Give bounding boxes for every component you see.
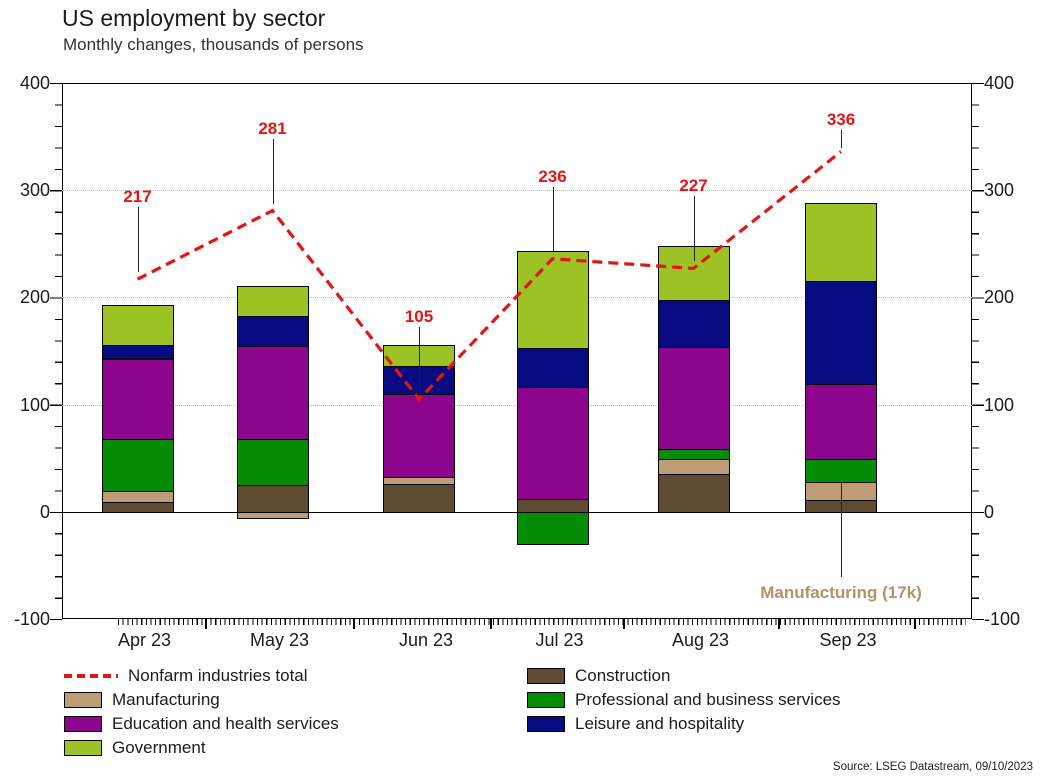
line-value-label: 236 xyxy=(538,166,567,186)
x-major-tick xyxy=(490,619,492,629)
annotation-pointer-line xyxy=(272,138,274,204)
bar-segment-education xyxy=(516,387,589,500)
line-value-label: 217 xyxy=(123,187,152,207)
x-tick-label: Sep 23 xyxy=(819,630,877,650)
legend-dashed-line-swatch xyxy=(64,674,118,678)
bar-segment-professional xyxy=(101,438,174,493)
annotation-pointer-line xyxy=(552,186,554,252)
legend-item-construction: Construction xyxy=(527,664,670,688)
legend-color-swatch xyxy=(527,692,565,708)
annotation-pointer-line xyxy=(419,327,421,393)
x-major-tick xyxy=(205,619,207,629)
x-major-tick xyxy=(353,619,355,629)
y-tick-label: 200 xyxy=(19,287,50,308)
legend-label: Professional and business services xyxy=(575,690,841,709)
bar-segment-education xyxy=(383,393,455,479)
x-tick-label: Aug 23 xyxy=(671,630,730,650)
legend-color-swatch xyxy=(64,692,102,708)
legend-item-leisure-and-hospitality: Leisure and hospitality xyxy=(527,712,744,736)
legend-label: Construction xyxy=(575,666,671,685)
x-major-tick xyxy=(623,619,625,629)
x-major-tick xyxy=(778,619,780,629)
nonfarm-total-line xyxy=(136,150,842,402)
legend-item-education-and-health-services: Education and health services xyxy=(64,712,339,736)
bar-segment-education xyxy=(236,345,309,440)
x-tick-label: Jun 23 xyxy=(398,630,454,650)
legend-label: Government xyxy=(112,738,206,757)
annotation-pointer-line xyxy=(137,207,139,273)
legend-label: Nonfarm industries total xyxy=(128,666,308,685)
y-tick-label: 400 xyxy=(19,73,50,93)
annotation-pointer-line xyxy=(841,129,843,148)
callout-label: Manufacturing (17k) xyxy=(760,583,922,602)
bar-segment-professional xyxy=(236,438,309,486)
bar-segment-leisure xyxy=(657,299,730,348)
line-value-label: 105 xyxy=(404,307,434,327)
legend-item-government: Government xyxy=(64,736,206,760)
y-major-ticks-left xyxy=(50,83,62,621)
chart-subtitle: Monthly changes, thousands of persons xyxy=(63,35,364,54)
source-note: Source: LSEG Datastream, 09/10/2023 xyxy=(832,761,1033,773)
bar-segment-professional xyxy=(516,511,589,545)
y-tick-label: 300 xyxy=(984,180,1015,201)
plot-frame xyxy=(62,83,972,619)
x-minor-ticks xyxy=(118,619,966,625)
y-tick-label: 300 xyxy=(19,180,50,201)
bar-segment-education xyxy=(805,384,877,461)
callout-pointer-line xyxy=(841,481,843,577)
legend: Nonfarm industries total Manufacturing Edu… xyxy=(62,664,1022,764)
y-tick-label: -100 xyxy=(984,609,1021,629)
bar-segment-construction xyxy=(657,474,730,513)
y-tick-label: 400 xyxy=(984,73,1015,93)
y-tick-label: 0 xyxy=(39,501,50,522)
y-tick-label: 100 xyxy=(19,394,50,415)
line-value-label: 227 xyxy=(679,176,708,196)
legend-color-swatch xyxy=(64,740,102,756)
plot-area: 217 281 105 236 227 336 Manufacturing (17k) xyxy=(62,83,972,619)
legend-color-swatch xyxy=(527,668,565,684)
x-tick-label: May 23 xyxy=(249,630,310,650)
x-major-tick xyxy=(914,619,916,629)
bar-segment-government xyxy=(516,251,589,349)
bar-segment-manufacturing xyxy=(236,511,309,520)
legend-label: Education and health services xyxy=(112,714,339,733)
legend-label: Leisure and hospitality xyxy=(575,714,745,733)
x-tick-label: Apr 23 xyxy=(117,630,172,650)
y-tick-label: 100 xyxy=(984,394,1015,415)
legend-item-professional-and-business-services: Professional and business services xyxy=(527,688,841,712)
line-value-label: 336 xyxy=(826,109,856,129)
bar-segment-construction xyxy=(383,483,455,513)
bar-segment-government xyxy=(805,203,877,283)
y-tick-label: 200 xyxy=(984,287,1015,308)
legend-color-swatch xyxy=(64,716,102,732)
bar-segment-government xyxy=(101,304,174,346)
y-tick-label: -100 xyxy=(13,609,50,629)
bar-segment-leisure xyxy=(805,281,877,386)
line-value-label: 281 xyxy=(258,118,287,138)
legend-label: Manufacturing xyxy=(112,690,220,709)
chart-title: US employment by sector xyxy=(62,5,326,31)
y-major-ticks-right xyxy=(972,83,984,621)
legend-color-swatch xyxy=(527,716,565,732)
legend-item-manufacturing: Manufacturing xyxy=(64,688,220,712)
bar-segment-leisure xyxy=(236,315,309,347)
y-tick-label: 0 xyxy=(984,501,995,522)
annotation-pointer-line xyxy=(693,196,695,262)
bar-segment-government xyxy=(236,285,309,317)
x-tick-label: Jul 23 xyxy=(535,630,584,650)
gridline xyxy=(62,190,972,192)
legend-item-nonfarm-industries-total: Nonfarm industries total xyxy=(64,664,308,688)
